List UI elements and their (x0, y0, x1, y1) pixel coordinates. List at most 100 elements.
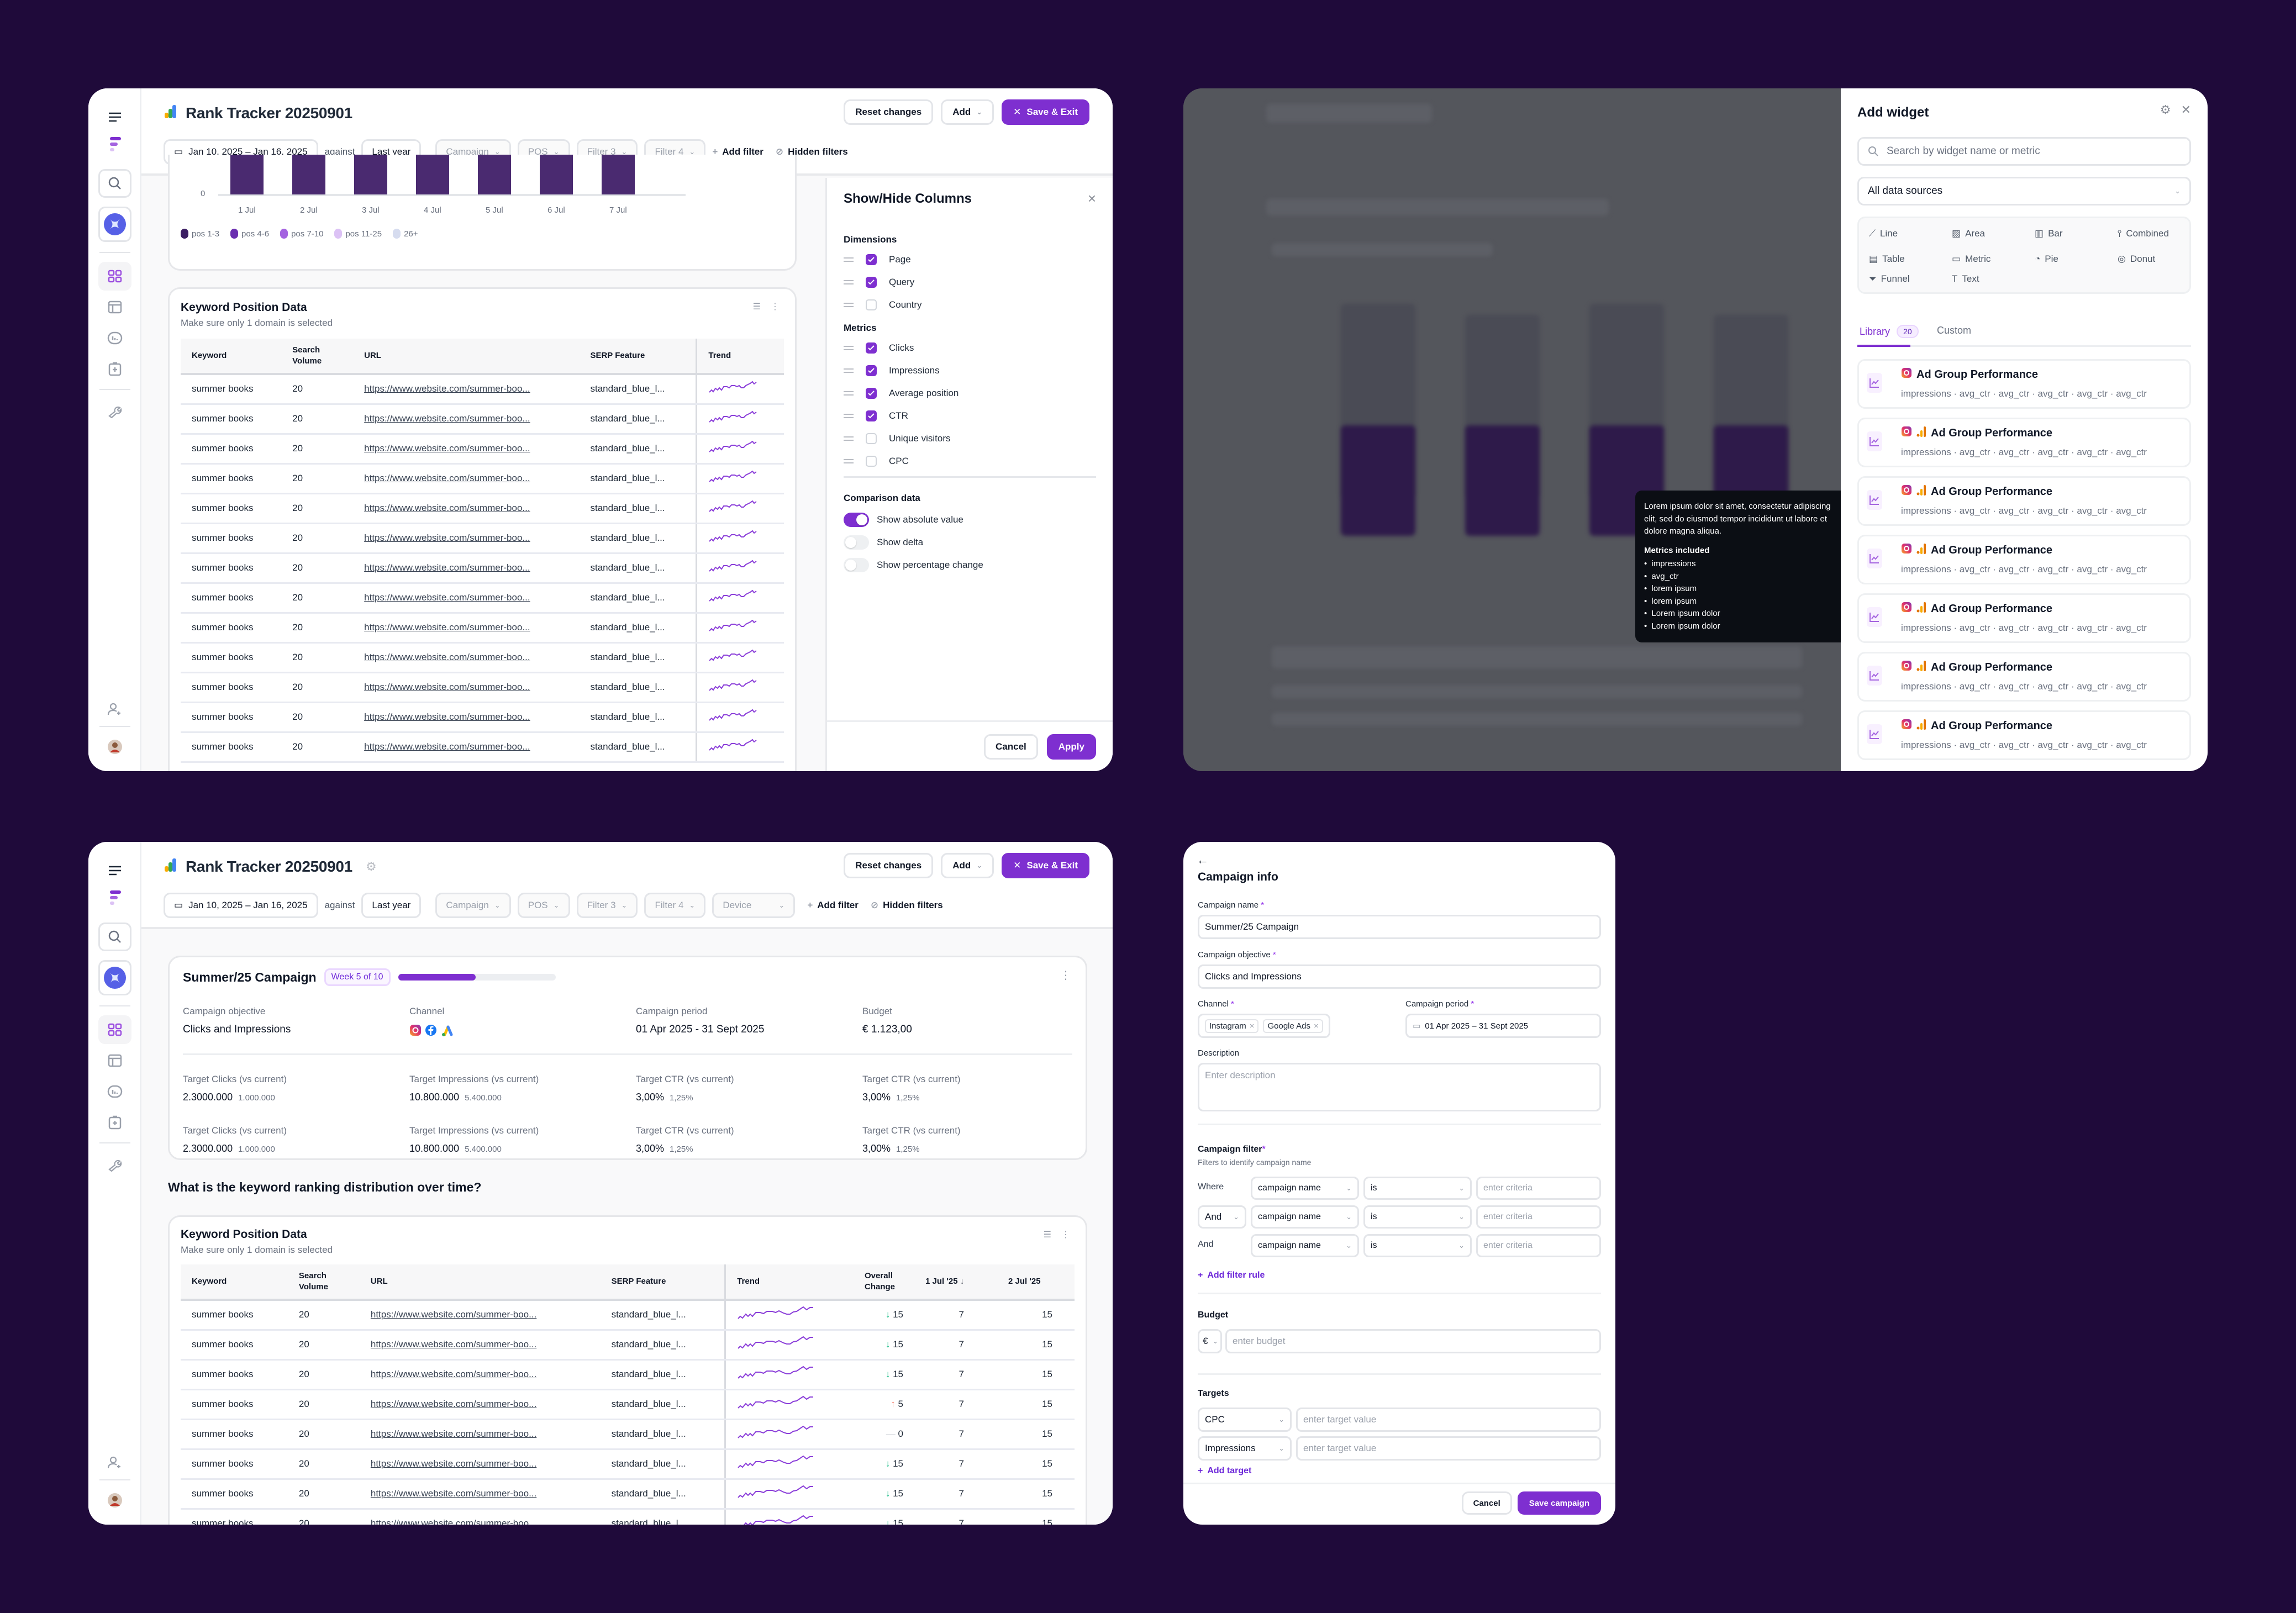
checkbox[interactable] (866, 365, 877, 376)
type-area[interactable]: ▨ Area (1952, 228, 1985, 239)
filter-criteria-input[interactable]: enter criteria (1476, 1234, 1601, 1257)
conjunction-select[interactable]: And ⌄ (1198, 1205, 1246, 1229)
save-campaign-button[interactable]: Save campaign (1517, 1491, 1601, 1515)
add-filter-button[interactable]: + Add filter (712, 146, 763, 157)
menu-icon[interactable] (98, 103, 131, 131)
widget-library-item[interactable]: Ad Group Performance impressions · avg_c… (1857, 535, 2191, 584)
widget-search-input[interactable]: Search by widget name or metric (1857, 137, 2191, 166)
table-row[interactable]: summer books 20 https://www.website.com/… (181, 1509, 1075, 1525)
drag-handle-icon[interactable] (844, 391, 854, 396)
table-row[interactable]: summer books 20 https://www.website.com/… (181, 1449, 1075, 1480)
drag-handle-icon[interactable] (844, 368, 854, 373)
column-header-sorted[interactable]: 1 Jul '25 ↓ (914, 1264, 997, 1301)
filter-operator-select[interactable]: is ⌄ (1363, 1205, 1472, 1229)
widget-library-item[interactable]: Ad Group Performance impressions · avg_c… (1857, 593, 2191, 643)
toggle-switch[interactable] (844, 513, 869, 527)
target-value-input[interactable]: enter target value (1296, 1408, 1601, 1432)
column-header[interactable]: SERP Feature (579, 339, 697, 375)
table-row[interactable]: summer books 20 https://www.website.com/… (181, 1330, 1075, 1361)
column-header[interactable]: Search Volume (287, 1264, 360, 1301)
type-text[interactable]: T Text (1952, 273, 1979, 284)
add-target-button[interactable]: + Add target (1198, 1466, 1252, 1475)
apply-button[interactable]: Apply (1046, 734, 1096, 760)
url-link[interactable]: https://www.website.com/summer-boo... (353, 702, 580, 733)
url-link[interactable]: https://www.website.com/summer-boo... (353, 732, 580, 763)
table-row[interactable]: summer books 20 https://www.website.com/… (181, 1479, 1075, 1510)
table-row[interactable]: summer books 20 https://www.website.com/… (181, 523, 784, 554)
legend-item[interactable]: pos 1-3 (181, 229, 219, 239)
url-link[interactable]: https://www.website.com/summer-boo... (353, 583, 580, 614)
filter-4[interactable]: Filter 4 ⌄ (644, 893, 706, 918)
column-toggle-item[interactable]: Query (844, 277, 914, 288)
table-row[interactable]: summer books 20 https://www.website.com/… (181, 434, 784, 465)
filter-campaign[interactable]: Campaign ⌄ (435, 893, 511, 918)
legend-item[interactable]: pos 11-25 (334, 229, 382, 239)
channel-multiselect[interactable]: Instagram × Google Ads × (1198, 1014, 1330, 1038)
type-funnel[interactable]: ⏷ Funnel (1869, 273, 1910, 284)
table-row[interactable]: summer books 20 https://www.website.com/… (181, 463, 784, 494)
close-icon[interactable]: ✕ (2181, 103, 2191, 117)
filter-device[interactable]: Device ⌄ (712, 893, 796, 918)
widget-library-item[interactable]: Ad Group Performance impressions · avg_c… (1857, 418, 2191, 467)
filter-field-select[interactable]: campaign name ⌄ (1251, 1205, 1359, 1229)
hidden-filters-button[interactable]: ⊘ Hidden filters (776, 146, 848, 157)
table-row[interactable]: summer books 20 https://www.website.com/… (181, 672, 784, 703)
filter-icon[interactable]: ☰ (1043, 1230, 1051, 1240)
type-donut[interactable]: ◎ Donut (2118, 254, 2156, 264)
table-row[interactable]: summer books 20 https://www.website.com/… (181, 613, 784, 644)
filter-operator-select[interactable]: is ⌄ (1363, 1177, 1472, 1200)
column-toggle-item[interactable]: Page (844, 254, 911, 265)
column-toggle-item[interactable]: Clicks (844, 342, 914, 354)
url-link[interactable]: https://www.website.com/summer-boo... (359, 1330, 601, 1361)
search-icon[interactable] (98, 923, 131, 951)
widget-library-item[interactable]: Ad Group Performance impressions · avg_c… (1857, 652, 2191, 702)
filter-pos[interactable]: POS ⌄ (517, 893, 570, 918)
url-link[interactable]: https://www.website.com/summer-boo... (353, 553, 580, 584)
campaign-name-input[interactable]: Summer/25 Campaign (1198, 915, 1601, 939)
legend-item[interactable]: pos 4-6 (230, 229, 269, 239)
checkbox[interactable] (866, 410, 877, 421)
target-metric-select[interactable]: CPC ⌄ (1198, 1408, 1292, 1432)
type-table[interactable]: ▤ Table (1869, 254, 1905, 264)
url-link[interactable]: https://www.website.com/summer-boo... (359, 1359, 601, 1390)
column-header[interactable]: Keyword (181, 1264, 288, 1301)
column-toggle-item[interactable]: Average position (844, 388, 959, 399)
drag-handle-icon[interactable] (844, 303, 854, 307)
menu-icon[interactable] (98, 856, 131, 885)
avatar[interactable] (98, 1486, 131, 1515)
analytics-icon[interactable] (98, 1077, 131, 1106)
close-icon[interactable]: × (1087, 190, 1096, 207)
url-link[interactable]: https://www.website.com/summer-boo... (353, 463, 580, 494)
column-header[interactable]: Trend (696, 339, 784, 375)
url-link[interactable]: https://www.website.com/summer-boo... (353, 613, 580, 644)
url-link[interactable]: https://www.website.com/summer-boo... (359, 1300, 601, 1331)
table-row[interactable]: summer books 20 https://www.website.com/… (181, 404, 784, 435)
wrench-icon[interactable] (98, 1151, 131, 1180)
toggle-switch[interactable] (844, 558, 869, 572)
budget-input[interactable]: enter budget (1225, 1329, 1601, 1353)
table-row[interactable]: summer books 20 https://www.website.com/… (181, 642, 784, 673)
table-row[interactable]: summer books 20 https://www.website.com/… (181, 1419, 1075, 1450)
url-link[interactable]: https://www.website.com/summer-boo... (359, 1449, 601, 1480)
table-row[interactable]: summer books 20 https://www.website.com/… (181, 732, 784, 763)
clipboard-add-icon[interactable] (98, 1108, 131, 1137)
column-header[interactable]: URL (353, 339, 580, 375)
more-icon[interactable]: ⋮ (771, 302, 780, 312)
checkbox[interactable] (866, 277, 877, 288)
gear-icon[interactable]: ⚙ (2160, 103, 2171, 117)
table-layout-icon[interactable] (98, 293, 131, 321)
currency-select[interactable]: € ⌄ (1198, 1329, 1222, 1353)
back-arrow-icon[interactable]: ← (1197, 853, 1209, 867)
cancel-button[interactable]: Cancel (1461, 1491, 1512, 1515)
legend-item[interactable]: pos 7-10 (280, 229, 323, 239)
save-exit-button[interactable]: ✕ Save & Exit (1002, 853, 1089, 878)
column-header[interactable]: 2 Jul '25 (997, 1264, 1075, 1301)
filter-field-select[interactable]: campaign name ⌄ (1251, 1177, 1359, 1200)
url-link[interactable]: https://www.website.com/summer-boo... (353, 493, 580, 524)
add-dropdown-button[interactable]: Add ⌄ (941, 99, 994, 125)
toggle-switch[interactable] (844, 535, 869, 550)
checkbox[interactable] (866, 342, 877, 354)
add-user-icon[interactable] (98, 1448, 131, 1477)
table-layout-icon[interactable] (98, 1046, 131, 1075)
save-exit-button[interactable]: ✕ Save & Exit (1002, 99, 1089, 125)
